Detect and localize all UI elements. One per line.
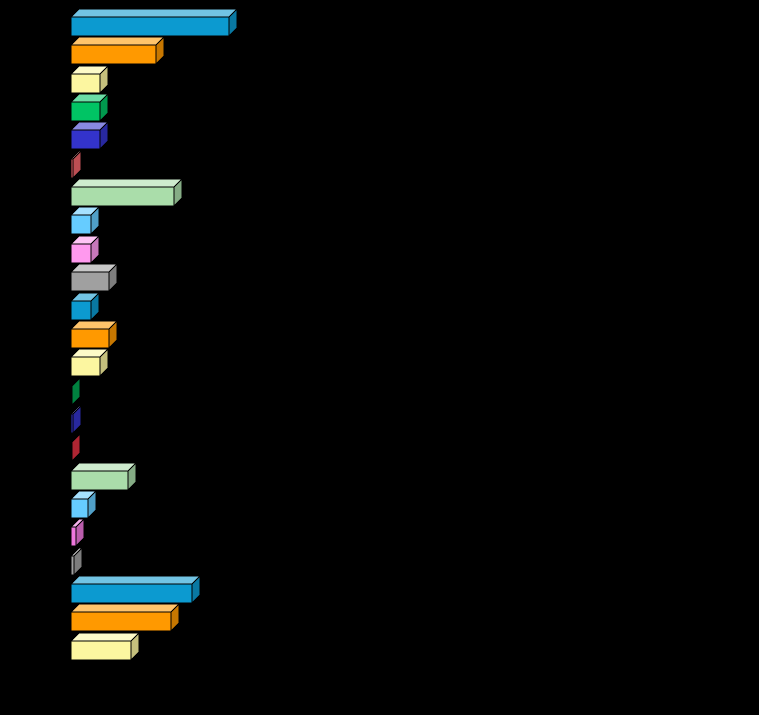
bar-top-face [69,178,184,188]
bar-front-face [70,526,77,547]
bar-17[interactable] [69,461,138,492]
bar-top-face [69,575,202,585]
bar-side-face [71,376,81,407]
bar-22[interactable] [69,602,181,633]
bar-front-face [70,441,73,462]
bar-front-face [70,129,101,150]
bar-11[interactable] [69,291,101,322]
bar-front-face [70,158,74,179]
bar-19[interactable] [69,517,86,548]
bar-front-face [70,300,92,321]
bar-front-face [70,328,110,349]
bar-7[interactable] [69,177,184,208]
bar-20[interactable] [69,546,84,577]
bar-front-face [70,583,193,604]
bar-top-face [69,603,181,613]
bar-front-face [70,243,92,264]
bar-top-face [69,632,141,642]
bar-10[interactable] [69,262,119,293]
bar-front-face [70,44,157,65]
bar-18[interactable] [69,489,98,520]
bar-side-face [72,149,82,180]
bar-top-face [69,36,166,46]
bar-15[interactable] [69,404,83,435]
bar-front-face [70,186,175,207]
bar-front-face [70,271,110,292]
bar-6[interactable] [69,149,83,180]
bar-14[interactable] [69,376,82,407]
bar-front-face [70,101,101,122]
bar-front-face [70,611,172,632]
bar-top-face [69,462,138,472]
bar-front-face [70,498,89,519]
bar-side-face [72,404,82,435]
bar-front-face [70,16,230,37]
bar-23[interactable] [69,631,141,662]
bar-front-face [70,214,92,235]
bar-1[interactable] [69,7,239,38]
bar-front-face [70,356,101,377]
bar-front-face [70,413,74,434]
bar-front-face [70,385,73,406]
bar-8[interactable] [69,205,101,236]
bar-5[interactable] [69,120,110,151]
bar-top-face [69,8,239,18]
bar-front-face [70,73,101,94]
bar-2[interactable] [69,35,166,66]
bar-12[interactable] [69,319,119,350]
bar-9[interactable] [69,234,101,265]
bar-4[interactable] [69,92,110,123]
bar-21[interactable] [69,574,202,605]
bar-front-face [70,555,75,576]
bar-3[interactable] [69,64,110,95]
bar-16[interactable] [69,432,82,463]
bar-13[interactable] [69,347,110,378]
bar-side-face [71,432,81,463]
bar-front-face [70,640,132,661]
bar-front-face [70,470,129,491]
